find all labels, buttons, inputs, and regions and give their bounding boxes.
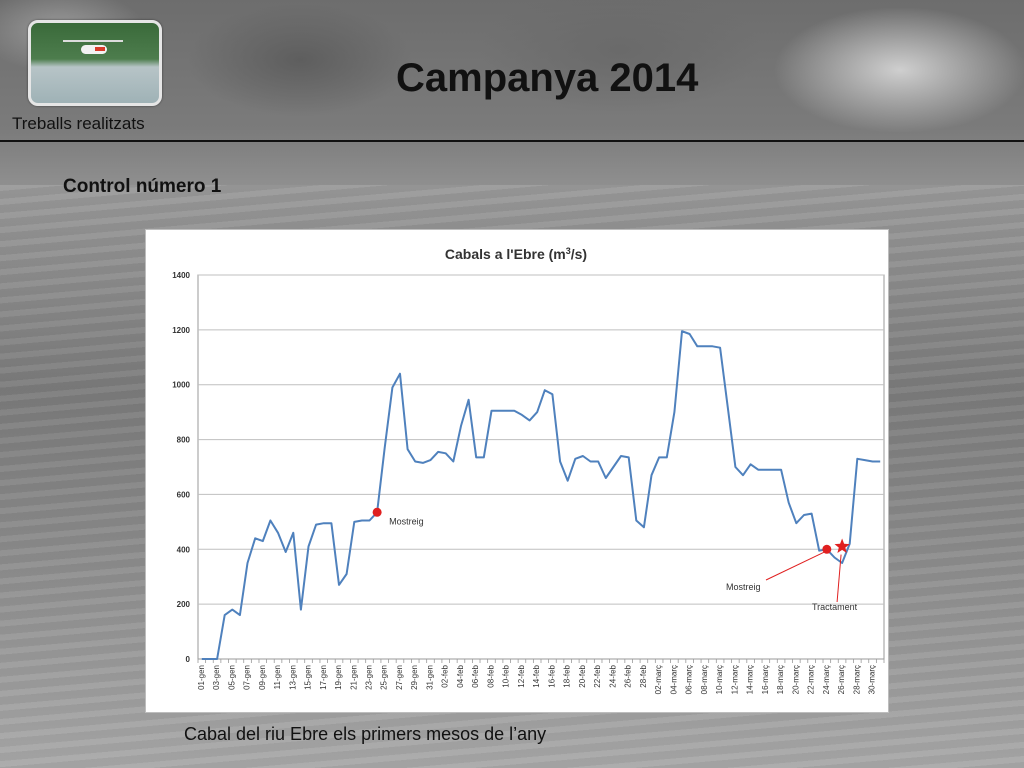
x-tick-label: 05-gen (227, 665, 236, 690)
chart-title-main: Cabals a l'Ebre (m (445, 246, 566, 262)
x-tick-label: 10-març (715, 665, 724, 694)
plot-area: 0 200 400 600 800 1000 1200 1400 01-gen 03-gen 05-… (172, 271, 885, 694)
x-tick-label: 16-feb (547, 664, 556, 687)
x-tick-label: 20-març (791, 665, 800, 694)
x-tick-label: 16-març (761, 665, 770, 694)
y-tick-label: 200 (177, 600, 191, 609)
x-tick-label: 22-març (807, 665, 816, 694)
x-tick-label: 08-feb (486, 664, 495, 687)
chart-title: Cabals a l'Ebre (m3/s) (445, 246, 587, 262)
mostreig-marker (372, 507, 382, 517)
x-tick-label: 18-març (776, 665, 785, 694)
x-tick-label: 25-gen (380, 665, 389, 690)
x-tick-label: 22-feb (593, 664, 602, 687)
x-tick-label: 04-març (669, 665, 678, 694)
x-tick-label: 15-gen (304, 665, 313, 690)
y-tick-label: 800 (177, 436, 191, 445)
mostreig-leader-line (765, 551, 825, 581)
x-tick-label: 23-gen (365, 665, 374, 690)
y-tick-label: 1000 (172, 381, 190, 390)
x-tick-label: 08-març (700, 665, 709, 694)
y-tick-label: 0 (186, 655, 191, 664)
helicopter-photo-thumbnail (28, 20, 162, 106)
chart-caption: Cabal del riu Ebre els primers mesos de … (184, 724, 547, 744)
page-title: Campanya 2014 (396, 56, 699, 100)
flow-chart: Cabals a l'Ebre (m3/s) 0 200 400 600 800 1000… (172, 246, 885, 694)
x-tick-label: 06-feb (471, 664, 480, 687)
forest-background (0, 0, 1024, 185)
section-title: Control número 1 (63, 176, 222, 197)
tractament-leader-line (836, 554, 842, 603)
tractament-label: Tractament (812, 602, 858, 612)
mostreig-label: Mostreig (389, 516, 424, 526)
x-tick-label: 18-feb (563, 664, 572, 687)
x-tick-label: 14-feb (532, 664, 541, 687)
x-tick-label: 09-gen (258, 665, 267, 690)
x-tick-label: 29-gen (410, 665, 419, 690)
x-tick-label: 24-feb (608, 664, 617, 687)
chart-container: Cabals a l'Ebre (m3/s) 0 200 400 600 800 1000… (145, 229, 889, 713)
chart-title-superscript: 3 (566, 246, 571, 256)
x-tick-label: 14-març (746, 665, 755, 694)
mostreig-marker (822, 544, 832, 554)
x-tick-label: 24-març (822, 665, 831, 694)
x-tick-label: 02-març (654, 665, 663, 694)
helicopter-stripe (95, 47, 105, 51)
x-tick-label: 10-feb (502, 664, 511, 687)
x-tick-label: 12-març (730, 665, 739, 694)
x-tick-label: 28-feb (639, 664, 648, 687)
x-tick-label: 07-gen (243, 665, 252, 690)
helicopter-icon (63, 40, 123, 54)
y-tick-label: 1400 (172, 271, 190, 280)
x-tick-label: 13-gen (288, 665, 297, 690)
series-line (201, 330, 881, 660)
tractament-star-marker (834, 538, 850, 553)
x-tick-label: 31-gen (425, 665, 434, 690)
page-subtitle: Treballs realitzats (12, 114, 145, 133)
x-tick-label: 26-març (837, 665, 846, 694)
mostreig-label: Mostreig (726, 582, 761, 592)
x-tick-label: 20-feb (578, 664, 587, 687)
chart-title-end: /s) (571, 246, 587, 262)
x-tick-label: 30-març (868, 665, 877, 694)
x-tick-label: 12-feb (517, 664, 526, 687)
x-tick-label: 02-feb (441, 664, 450, 687)
x-tick-label: 26-feb (624, 664, 633, 687)
x-tick-label: 19-gen (334, 665, 343, 690)
y-tick-label: 1200 (172, 326, 190, 335)
x-tick-label: 04-feb (456, 664, 465, 687)
x-tick-label: 03-gen (212, 665, 221, 690)
x-tick-label: 27-gen (395, 665, 404, 690)
x-tick-label: 28-març (852, 665, 861, 694)
y-tick-label: 400 (177, 545, 191, 554)
x-tick-label: 17-gen (319, 665, 328, 690)
x-tick-label: 01-gen (197, 665, 206, 690)
header-divider (0, 140, 1024, 142)
y-tick-label: 600 (177, 490, 191, 499)
x-tick-label: 06-març (685, 665, 694, 694)
x-tick-label: 21-gen (349, 665, 358, 690)
x-tick-label: 11-gen (273, 665, 282, 689)
